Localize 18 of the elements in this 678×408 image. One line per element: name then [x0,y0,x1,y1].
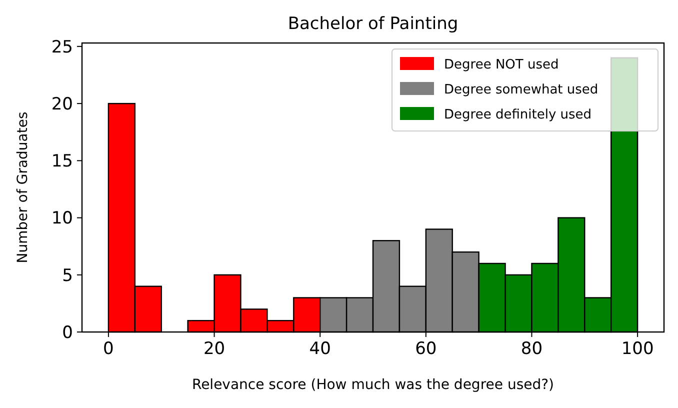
y-axis-title: Number of Graduates [15,112,31,264]
chart-title: Bachelor of Painting [288,14,458,34]
y-tick-label: 15 [51,152,73,172]
x-tick-label: 0 [103,339,114,359]
x-tick-label: 40 [309,339,331,359]
x-tick-label: 80 [520,339,543,359]
legend-label: Degree definitely used [444,108,592,123]
x-tick-label: 60 [415,339,437,359]
x-axis-title: Relevance score (How much was the degree used?) [192,377,554,393]
y-tick-label: 0 [62,322,73,343]
y-tick-label: 20 [51,94,73,114]
x-tick-label: 20 [203,339,226,359]
x-tick-label: 100 [621,339,654,359]
y-tick-label: 25 [51,37,73,58]
legend-label: Degree somewhat used [444,82,598,98]
y-tick-label: 5 [62,266,73,286]
y-tick-label: 10 [51,208,73,229]
legend-label: Degree NOT used [444,58,559,73]
